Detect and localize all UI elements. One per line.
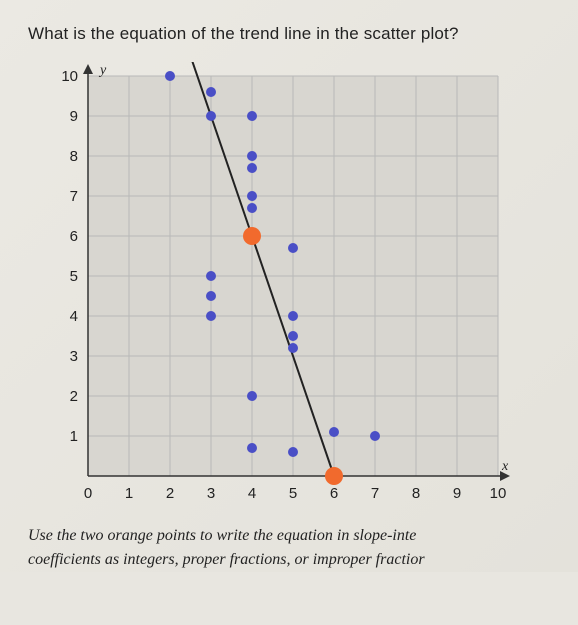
scatter-chart: 1 2 3 4 5 6 7 8 9 10 0 1 2 3 4 5 6 7 8 9 10 y x — [38, 62, 518, 512]
svg-text:7: 7 — [70, 188, 78, 205]
svg-text:8: 8 — [412, 485, 420, 502]
svg-text:6: 6 — [330, 485, 338, 502]
instruction-line-1: Use the two orange points to write the e… — [28, 527, 416, 544]
svg-text:6: 6 — [70, 228, 78, 245]
svg-text:x: x — [501, 459, 509, 474]
svg-text:10: 10 — [490, 485, 507, 502]
svg-text:y: y — [98, 63, 107, 78]
svg-text:3: 3 — [207, 485, 215, 502]
svg-text:3: 3 — [70, 348, 78, 365]
svg-text:4: 4 — [70, 308, 78, 325]
svg-text:9: 9 — [453, 485, 461, 502]
svg-text:8: 8 — [70, 148, 78, 165]
svg-text:2: 2 — [166, 485, 174, 502]
instruction-line-2: coefficients as integers, proper fractio… — [28, 551, 425, 568]
svg-text:2: 2 — [70, 388, 78, 405]
svg-text:10: 10 — [61, 68, 78, 85]
svg-text:1: 1 — [70, 428, 78, 445]
question-text: What is the equation of the trend line i… — [28, 24, 558, 44]
svg-text:5: 5 — [70, 268, 78, 285]
svg-text:0: 0 — [84, 485, 92, 502]
instruction-text: Use the two orange points to write the e… — [28, 524, 558, 572]
svg-text:9: 9 — [70, 108, 78, 125]
svg-text:5: 5 — [289, 485, 297, 502]
svg-text:7: 7 — [371, 485, 379, 502]
svg-text:4: 4 — [248, 485, 256, 502]
svg-text:1: 1 — [125, 485, 133, 502]
